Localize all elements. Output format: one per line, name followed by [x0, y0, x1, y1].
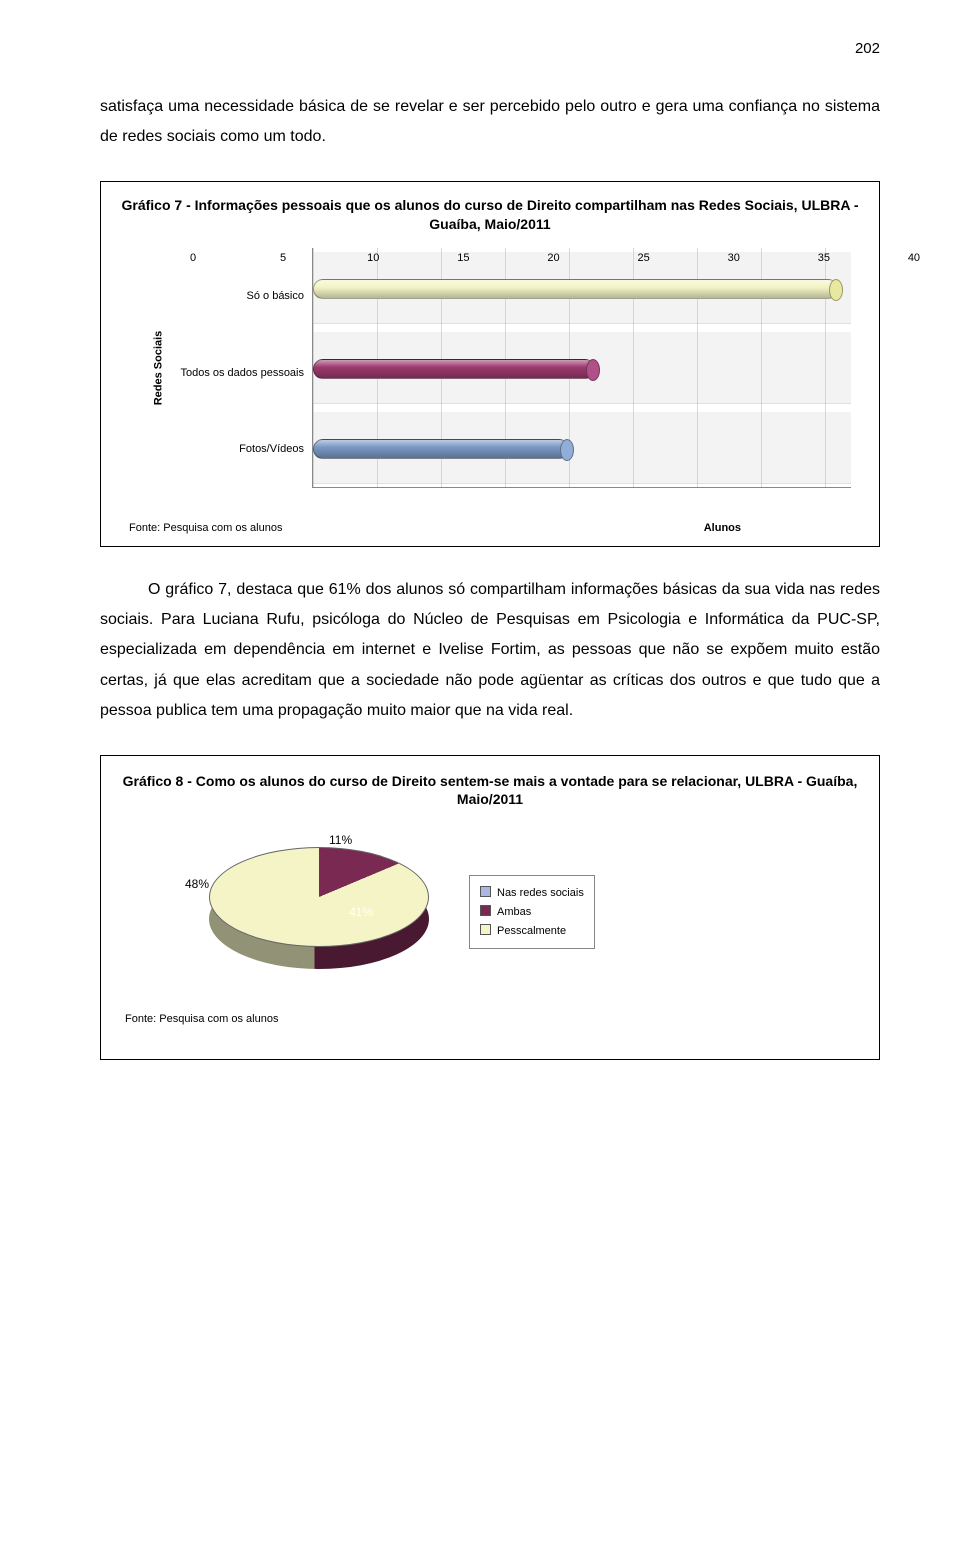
pie-chart: 11% 41% 48% [209, 847, 429, 977]
legend-item: Pesscalmente [480, 922, 584, 941]
legend-swatch [480, 924, 491, 935]
bar-chart-title: Gráfico 7 - Informações pessoais que os … [119, 196, 861, 234]
bar-source: Fonte: Pesquisa com os alunos [129, 522, 282, 534]
legend-item: Nas redes sociais [480, 884, 584, 903]
pie-chart-title: Gráfico 8 - Como os alunos do curso de D… [119, 772, 861, 810]
pie-pct-label: 41% [349, 905, 373, 919]
bar-cat-label: Fotos/Vídeos [157, 411, 312, 488]
page-number: 202 [100, 40, 880, 57]
bar-plot [312, 248, 851, 488]
bar-chart-footer: Fonte: Pesquisa com os alunos Alunos [119, 522, 861, 534]
legend-swatch [480, 886, 491, 897]
bar-chart-box: Gráfico 7 - Informações pessoais que os … [100, 181, 880, 547]
legend-label: Ambas [497, 903, 531, 922]
pie-legend: Nas redes sociais Ambas Pesscalmente [469, 875, 595, 949]
legend-label: Pesscalmente [497, 922, 566, 941]
legend-label: Nas redes sociais [497, 884, 584, 903]
bar-chart-area: Redes Sociais Só o básico Todos os dados… [157, 248, 851, 488]
legend-item: Ambas [480, 903, 584, 922]
bar-x-axis-label: Alunos [704, 522, 741, 534]
bar-cat-label: Todos os dados pessoais [157, 334, 312, 411]
paragraph-2: O gráfico 7, destaca que 61% dos alunos … [100, 575, 880, 727]
bar-xticks: 0510152025303540 [193, 252, 950, 268]
pie-pct-label: 11% [329, 833, 352, 847]
legend-swatch [480, 905, 491, 916]
bar-y-axis-title: Redes Sociais [152, 330, 164, 405]
bar-cat-label: Só o básico [157, 258, 312, 335]
pie-chart-box: Gráfico 8 - Como os alunos do curso de D… [100, 755, 880, 1061]
bar-category-labels: Só o básico Todos os dados pessoais Foto… [157, 248, 312, 488]
paragraph-1: satisfaça uma necessidade básica de se r… [100, 92, 880, 153]
pie-source: Fonte: Pesquisa com os alunos [119, 1013, 861, 1025]
pie-pct-label: 48% [185, 877, 209, 891]
